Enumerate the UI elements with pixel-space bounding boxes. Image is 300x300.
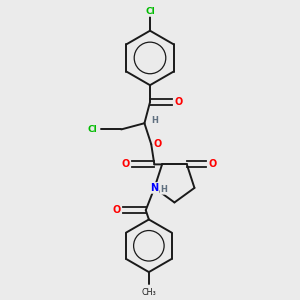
- Text: O: O: [208, 159, 216, 170]
- Text: O: O: [174, 97, 183, 107]
- Text: O: O: [121, 159, 129, 170]
- Text: H: H: [160, 185, 167, 194]
- Text: H: H: [151, 116, 158, 124]
- Text: Cl: Cl: [145, 7, 155, 16]
- Text: O: O: [112, 205, 121, 215]
- Text: O: O: [154, 139, 162, 149]
- Text: Cl: Cl: [88, 125, 98, 134]
- Text: N: N: [150, 183, 158, 193]
- Text: CH₃: CH₃: [142, 288, 156, 297]
